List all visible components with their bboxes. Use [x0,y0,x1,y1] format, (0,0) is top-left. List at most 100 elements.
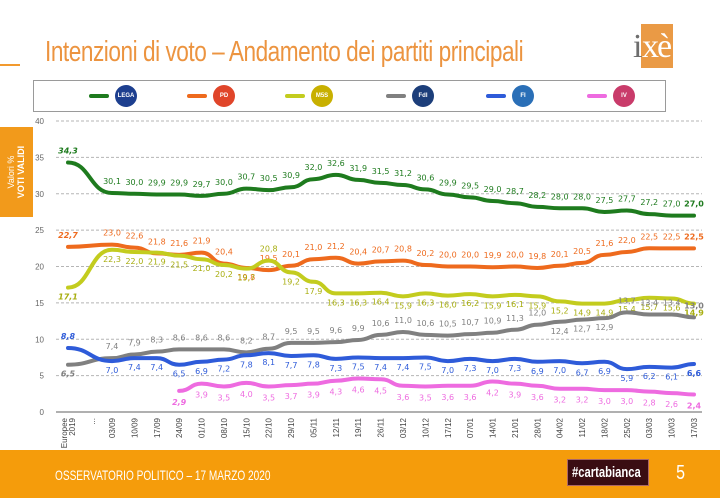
y-tick-label: 10 [35,335,44,344]
data-label: 7,0 [441,366,454,375]
party-logo-icon: LEGA [115,85,137,107]
y-tick-label: 40 [35,117,44,126]
data-label: 19,9 [484,251,502,260]
data-label: 7,8 [240,360,253,369]
y-tick-label: 25 [35,226,44,235]
data-label: 17,1 [58,293,78,302]
data-label: 10,7 [461,318,479,327]
x-tick-label: 07/01 [466,417,475,438]
data-label: 22,0 [125,257,143,266]
data-label: 20,1 [282,250,300,259]
data-label: 8,8 [61,332,76,341]
data-label: 2,4 [687,402,702,411]
data-label: 3,6 [441,393,454,402]
x-tick-label: 22/10 [265,417,274,438]
data-label: 22,6 [125,232,143,241]
data-label: 8,3 [150,336,163,345]
data-label: 3,5 [218,394,231,403]
data-label: 12,0 [528,309,546,318]
data-label: 22,5 [684,232,704,241]
data-label: 29,9 [439,178,457,187]
data-label: 7,4 [397,363,410,372]
data-label: 30,5 [260,174,278,183]
data-label: 8,6 [173,333,186,342]
data-label: 14,9 [684,309,704,318]
party-logo-icon: FdI [412,85,434,107]
data-label: 9,5 [307,327,320,336]
legend-swatch [587,94,607,98]
data-label: 15,7 [640,303,658,312]
data-label: 22,3 [103,255,121,264]
data-label: 7,4 [150,363,163,372]
data-label: 30,7 [237,173,255,182]
x-tick-label: 26/11 [377,417,386,437]
x-tick-label: 04/02 [556,417,565,438]
x-tick-label: 12/11 [332,417,341,437]
data-label: 12,9 [596,323,614,332]
data-label: 2,8 [643,399,656,408]
data-label: 15,4 [618,305,636,314]
page-number: 5 [676,462,686,484]
data-label: 19,8 [528,252,546,261]
data-label: 21,6 [170,239,188,248]
data-label: 23,0 [103,229,121,238]
series-line-m5s [66,247,696,306]
data-label: 8,6 [195,333,208,342]
data-label: 7,8 [307,360,320,369]
data-label: 7,4 [106,342,119,351]
party-logo-icon: PD [213,85,235,107]
data-label: 27,0 [684,200,704,209]
x-tick-label: 03/12 [399,417,408,438]
data-label: 28,7 [506,187,524,196]
data-label: 2,6 [665,400,678,409]
data-label: 6,7 [576,368,589,377]
data-label: 27,0 [663,200,681,209]
data-label: 29,9 [170,178,188,187]
data-label: 3,6 [397,393,410,402]
data-label: 12,4 [551,327,569,336]
legend-swatch [386,94,406,98]
data-label: 21,0 [193,264,211,273]
data-label: 29,0 [484,185,502,194]
data-label: 16,3 [349,298,367,307]
data-label: 21,5 [170,261,188,270]
data-label: 21,8 [148,237,166,246]
data-label: 20,1 [551,250,569,259]
data-label: 9,5 [285,327,298,336]
data-label: 15,2 [551,306,569,315]
data-label: 31,9 [349,164,367,173]
data-label: 4,6 [352,386,365,395]
data-label: 6,2 [643,372,656,381]
logo-letters-xe: xè [642,28,672,65]
data-label: 3,9 [509,391,522,400]
data-label: 7,7 [285,361,298,370]
x-tick-label: 17/03 [690,417,699,438]
data-label: 8,2 [240,336,253,345]
data-label: 8,1 [262,358,275,367]
x-tick-label: 08/10 [220,417,229,438]
data-label: 13,4 [640,299,658,308]
data-label: 3,2 [576,396,589,405]
data-label: 19,8 [237,273,255,282]
data-label: 29,9 [148,178,166,187]
data-label: 30,0 [125,178,143,187]
page-title: Intenzioni di voto – Andamento dei parti… [45,36,524,68]
data-label: 22,0 [618,236,636,245]
data-label: 5,9 [620,374,633,383]
data-label: 28,2 [528,191,546,200]
data-label: 20,0 [439,251,457,260]
x-tick-label: 10/09 [130,417,139,438]
data-label: 3,5 [262,394,275,403]
data-label: 20,2 [416,249,434,258]
data-label: 11,3 [506,314,524,323]
cartabianca-badge: #cartabianca [567,459,649,486]
x-tick-label: 10/03 [668,417,677,438]
x-tick-label: 11/02 [578,417,587,437]
data-label: 28,0 [551,192,569,201]
data-label: 3,9 [195,391,208,400]
party-logo-icon: FI [512,85,534,107]
data-label: 19,7 [237,274,255,283]
data-label: 7,3 [464,364,477,373]
data-label: 20,7 [372,245,390,254]
x-tick-label: 15/10 [242,417,251,438]
